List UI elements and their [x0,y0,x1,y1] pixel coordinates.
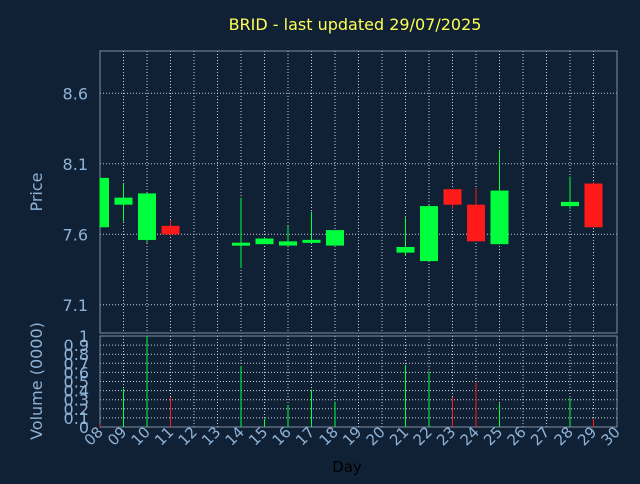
candle-body [161,225,180,235]
candle-body [255,238,274,245]
candle-body [561,201,579,207]
price-tick-label: 8.1 [63,155,88,174]
volume-tick-label: 0.4 [64,382,89,401]
volume-tick-label: 0.1 [64,409,89,428]
candle-body [467,204,485,242]
candle-body [443,189,462,205]
price-tick-label: 7.1 [63,296,88,315]
volume-tick-label: 0.6 [64,363,89,382]
x-axis-label: Day [332,458,362,476]
volume-panel-frame [99,335,618,428]
candle-body [584,183,603,228]
candle-body [326,230,344,246]
volume-axis-label: Volume (0000) [27,322,46,440]
candle-body [302,239,321,243]
candle-body [138,193,156,240]
candle-body [396,246,415,253]
volume-tick-label: 0.3 [64,391,89,410]
volume-tick-label: 0 [79,418,89,437]
candle-body [420,206,438,262]
candle-body [232,242,250,246]
volume-tick-label: 0.7 [64,354,89,373]
candle-body [490,190,509,245]
volume-tick-label: 0.5 [64,373,89,392]
volume-tick-label: 1 [79,327,89,346]
volume-tick-label: 0.8 [64,345,89,364]
candle-body [279,241,297,246]
volume-tick-label: 0.9 [64,336,89,355]
price-tick-label: 8.6 [63,84,88,103]
candle-body [114,197,133,205]
price-axis-label: Price [27,172,46,211]
volume-tick-label: 0.2 [64,400,89,419]
candle-body [100,177,109,228]
price-tick-label: 7.6 [63,225,88,244]
chart-title: BRID - last updated 29/07/2025 [229,15,482,34]
